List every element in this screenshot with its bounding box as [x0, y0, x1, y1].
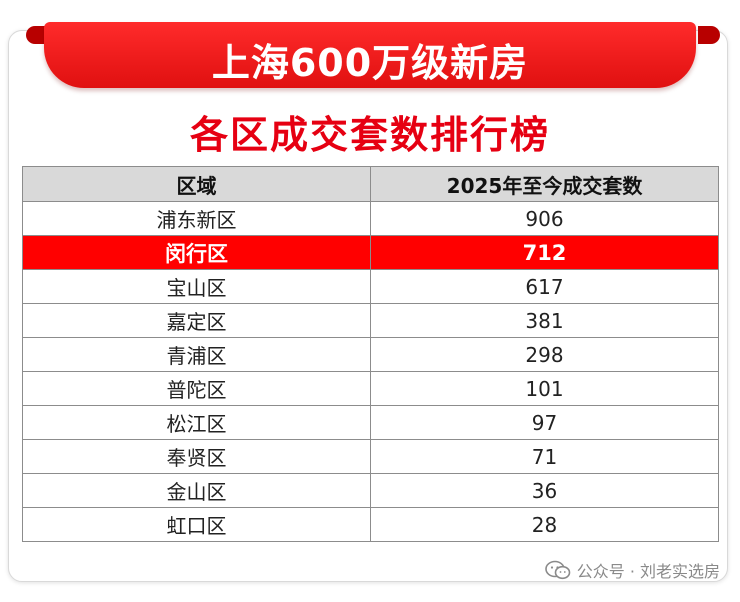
count-cell: 71 — [370, 439, 719, 474]
district-cell: 闵行区 — [22, 235, 371, 270]
district-cell: 宝山区 — [22, 269, 371, 304]
count-cell: 97 — [370, 405, 719, 440]
table-header-row: 区域 2025年至今成交套数 — [22, 166, 719, 202]
table-header: 区域 2025年至今成交套数 — [22, 166, 719, 202]
district-cell: 普陀区 — [22, 371, 371, 406]
banner-ribbon-right — [698, 26, 720, 44]
table-row: 普陀区 101 — [22, 371, 719, 406]
district-cell: 浦东新区 — [22, 201, 371, 236]
watermark: 公众号 · 刘老实选房 — [544, 558, 720, 582]
district-cell: 奉贤区 — [22, 439, 371, 474]
table-row: 金山区 36 — [22, 473, 719, 508]
table-row-highlighted: 闵行区 712 — [22, 235, 719, 270]
district-cell: 嘉定区 — [22, 303, 371, 338]
table-row: 虹口区 28 — [22, 507, 719, 542]
ranking-table: 区域 2025年至今成交套数 浦东新区 906 闵行区 712 宝山区 617 嘉定区… — [22, 166, 719, 542]
count-cell: 712 — [370, 235, 719, 270]
wechat-icon — [544, 560, 571, 580]
page-title: 上海600万级新房 — [211, 41, 529, 85]
page-subtitle: 各区成交套数排行榜 — [189, 113, 550, 157]
count-cell: 906 — [370, 201, 719, 236]
column-header-count: 2025年至今成交套数 — [370, 166, 719, 202]
table-row: 青浦区 298 — [22, 337, 719, 372]
district-cell: 青浦区 — [22, 337, 371, 372]
watermark-text: 公众号 · 刘老实选房 — [576, 562, 720, 581]
count-cell: 381 — [370, 303, 719, 338]
district-cell: 虹口区 — [22, 507, 371, 542]
count-cell: 28 — [370, 507, 719, 542]
table-row: 嘉定区 381 — [22, 303, 719, 338]
district-cell: 金山区 — [22, 473, 371, 508]
count-cell: 298 — [370, 337, 719, 372]
table-row: 松江区 97 — [22, 405, 719, 440]
count-cell: 101 — [370, 371, 719, 406]
count-cell: 617 — [370, 269, 719, 304]
table-row: 宝山区 617 — [22, 269, 719, 304]
table-row: 奉贤区 71 — [22, 439, 719, 474]
table-row: 浦东新区 906 — [22, 201, 719, 236]
district-cell: 松江区 — [22, 405, 371, 440]
column-header-district: 区域 — [22, 166, 371, 202]
count-cell: 36 — [370, 473, 719, 508]
banner-background — [44, 22, 696, 88]
banner-ribbon-left — [26, 26, 48, 44]
